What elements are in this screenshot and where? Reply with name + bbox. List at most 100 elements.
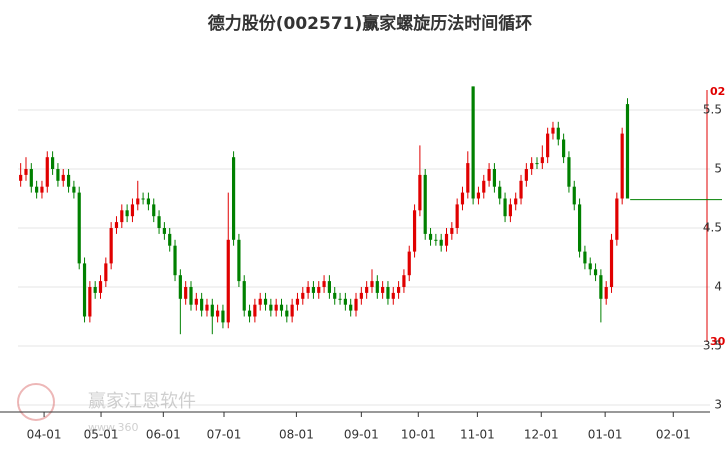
watermark-brand: 赢家江恩软件	[88, 390, 196, 412]
candle-body	[359, 292, 363, 299]
candle-body	[242, 281, 246, 311]
candle-body	[625, 104, 630, 199]
candle-body	[455, 204, 459, 228]
candle-body	[157, 216, 161, 228]
candle-body	[200, 298, 204, 311]
candle-body	[178, 275, 182, 299]
candle-body	[253, 304, 257, 317]
candle-body	[120, 210, 124, 223]
candle-body	[588, 263, 592, 270]
candle-body	[327, 281, 331, 293]
candle-body	[508, 204, 512, 217]
candle-body	[556, 127, 560, 140]
candle-body	[487, 169, 491, 181]
candle-body	[226, 239, 230, 323]
x-tick-label: 12-01	[524, 428, 559, 442]
candle-body	[615, 198, 619, 240]
candle-body	[492, 169, 497, 187]
candle-body	[24, 169, 28, 175]
candle-body	[524, 169, 528, 181]
chart-title: 德力股份(002571)赢家螺旋历法时间循环	[208, 13, 533, 34]
candle-body	[530, 163, 534, 169]
y-tick-label: 3.5	[703, 339, 722, 353]
candle-body	[35, 186, 39, 193]
candle-body	[263, 298, 268, 305]
cycle-top-label: 02	[710, 85, 725, 98]
candle-body	[503, 198, 507, 217]
candle-body	[546, 133, 550, 158]
candle-body	[306, 287, 310, 293]
candle-body	[567, 157, 571, 187]
candle-body	[136, 198, 140, 205]
candle-body	[412, 210, 417, 252]
candle-body	[82, 263, 87, 317]
x-tick-label: 11-01	[460, 428, 495, 442]
candle-body	[540, 157, 544, 164]
candle-body	[333, 292, 337, 299]
x-tick-label: 02-01	[656, 428, 691, 442]
candle-body	[476, 192, 481, 199]
x-tick-label: 08-01	[279, 428, 314, 442]
candle-body	[423, 174, 427, 234]
candle-body	[210, 304, 214, 317]
candle-body	[402, 275, 406, 287]
candle-body	[338, 298, 342, 300]
candle-body	[141, 198, 145, 200]
candle-body	[88, 287, 92, 317]
candle-body	[19, 174, 23, 181]
candle-body	[482, 180, 486, 193]
candle-body	[365, 287, 369, 293]
candle-body	[609, 239, 614, 287]
candle-body	[301, 292, 305, 299]
x-tick-label: 06-01	[146, 428, 181, 442]
candle-body	[231, 157, 236, 240]
candle-body	[386, 287, 390, 299]
candle-body	[349, 304, 353, 311]
candle-body	[466, 163, 470, 193]
x-tick-label: 07-01	[207, 428, 242, 442]
candle-body	[381, 287, 385, 293]
candle-body	[146, 198, 151, 205]
candle-body	[269, 304, 273, 311]
candle-body	[535, 163, 539, 165]
candle-body	[439, 239, 443, 246]
candle-body	[519, 180, 523, 199]
y-tick-label: 5	[714, 162, 722, 176]
candle-body	[593, 269, 598, 276]
candle-body	[168, 233, 172, 246]
candle-body	[562, 139, 566, 158]
candle-body	[418, 174, 422, 211]
x-tick-label: 04-01	[27, 428, 62, 442]
candle-body	[130, 204, 135, 217]
candle-body	[279, 304, 284, 311]
watermark-url: www.360	[88, 421, 138, 434]
y-tick-label: 3	[714, 398, 722, 412]
candle-body	[599, 275, 603, 299]
candle-body	[285, 310, 289, 317]
y-tick-label: 5.5	[703, 103, 722, 117]
candle-body	[391, 292, 395, 299]
candle-body	[66, 174, 71, 187]
candle-body	[205, 304, 209, 311]
watermark: 赢家江恩软件 www.360	[17, 383, 196, 434]
x-tick-label: 01-01	[588, 428, 623, 442]
candle-body	[56, 169, 60, 181]
candle-body	[620, 133, 624, 199]
x-tick-label: 10-01	[401, 428, 436, 442]
candle-body	[375, 281, 379, 293]
candle-body	[572, 186, 576, 205]
candle-body	[322, 281, 326, 287]
candle-body	[498, 186, 502, 199]
x-tick-label: 05-01	[84, 428, 119, 442]
candle-body	[173, 245, 177, 276]
candle-body	[551, 127, 555, 134]
candle-body	[72, 186, 76, 193]
candle-body	[428, 233, 433, 240]
candle-body	[162, 228, 166, 234]
candle-body	[370, 281, 374, 287]
candle-body	[434, 239, 438, 241]
candle-body	[407, 251, 411, 276]
watermark-logo	[17, 383, 55, 421]
candle-body	[104, 263, 108, 282]
